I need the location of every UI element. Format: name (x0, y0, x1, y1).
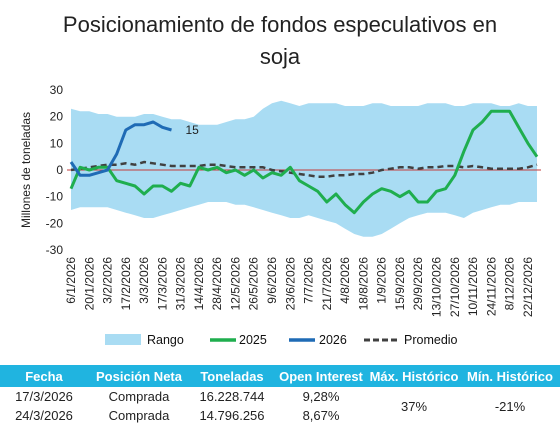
table-row: 24/3/2026 Comprada 14.796.256 8,67% (0, 406, 560, 425)
cell-max-historico: 37% (400, 398, 428, 414)
legend-avg-label: Promedio (404, 333, 458, 347)
x-tick-label: 28/4/2026 (210, 257, 224, 311)
x-tick-label: 27/10/2026 (448, 257, 462, 317)
legend-range-swatch (105, 334, 141, 345)
y-tick-label: -10 (46, 190, 64, 204)
x-tick-label: 24/11/2026 (484, 257, 498, 316)
chart-area: Millones de toneladas -30 -20 -10 0 10 20 30 6… (19, 83, 541, 347)
header-toneladas: Toneladas (190, 365, 274, 387)
cell-min-historico: -21% (494, 398, 526, 414)
x-tick-label: 21/7/2026 (320, 257, 334, 311)
cell-open-interest: 9,28% (302, 389, 340, 404)
cell-toneladas: 16.228.744 (199, 389, 265, 404)
stats-header-row: Fecha Posición Neta Toneladas Open Inter… (0, 365, 560, 387)
y-tick-label: -20 (46, 216, 64, 230)
legend-range-label: Rango (147, 333, 184, 347)
header-max-historico: Máx. Histórico (368, 365, 460, 387)
y-tick-label: -30 (46, 243, 64, 257)
x-tick-label: 3/2/2026 (101, 257, 115, 304)
x-tick-label: 20/1/2026 (82, 257, 96, 311)
x-tick-label: 17/2/2026 (119, 257, 133, 311)
y-tick-label: 0 (56, 163, 63, 177)
x-tick-label: 3/3/2026 (137, 257, 151, 304)
x-tick-label: 13/10/2026 (429, 257, 443, 317)
y-tick-label: 10 (50, 136, 64, 150)
header-fecha: Fecha (0, 365, 88, 387)
chart-title-line1: Posicionamiento de fondos especulativos … (62, 12, 498, 37)
cell-posicion: Comprada (108, 408, 170, 423)
cell-open-interest: 8,67% (302, 408, 340, 423)
x-tick-label: 12/5/2026 (228, 257, 242, 311)
x-tick-label: 18/8/2026 (356, 257, 370, 311)
header-open-interest: Open Interest (274, 365, 368, 387)
series-2026-end-label: 15 (186, 123, 200, 137)
x-tick-label: 15/9/2026 (393, 257, 407, 311)
legend-2026-label: 2026 (319, 333, 347, 347)
x-tick-label: 9/6/2026 (265, 257, 279, 304)
x-tick-label: 22/12/2026 (521, 257, 535, 317)
cell-posicion: Comprada (108, 389, 170, 404)
x-tick-label: 14/4/2026 (192, 257, 206, 311)
header-min-historico: Mín. Histórico (460, 365, 560, 387)
stats-table: Fecha Posición Neta Toneladas Open Inter… (0, 365, 560, 425)
x-tick-label: 23/6/2026 (283, 257, 297, 311)
legend-2025-label: 2025 (239, 333, 267, 347)
y-tick-label: 30 (50, 83, 64, 97)
x-tick-label: 8/12/2026 (503, 257, 517, 311)
series-2025-line (69, 109, 539, 215)
x-tick-label: 7/7/2026 (302, 257, 316, 304)
series-2026-line (69, 120, 172, 177)
x-tick-label: 26/5/2026 (247, 257, 261, 311)
x-tick-label: 29/9/2026 (411, 257, 425, 311)
cell-toneladas: 14.796.256 (199, 408, 265, 423)
y-tick-label: 20 (50, 110, 64, 124)
x-tick-label: 4/8/2026 (338, 257, 352, 304)
chart-title-line2: soja (259, 44, 301, 69)
cell-fecha: 17/3/2026 (15, 389, 73, 404)
x-tick-label: 10/11/2026 (466, 257, 480, 316)
legend: Rango 2025 2026 Promedio (105, 333, 458, 347)
y-axis-label: Millones de toneladas (19, 112, 33, 228)
cell-fecha: 24/3/2026 (15, 408, 73, 423)
x-tick-label: 1/9/2026 (375, 257, 389, 304)
range-band (71, 100, 537, 237)
x-tick-label: 6/1/2026 (64, 257, 78, 304)
header-posicion-neta: Posición Neta (88, 365, 190, 387)
x-tick-label: 31/3/2026 (174, 257, 188, 311)
table-row: 17/3/2026 Comprada 16.228.744 9,28% 37% … (0, 387, 560, 414)
x-tick-label: 17/3/2026 (155, 257, 169, 311)
